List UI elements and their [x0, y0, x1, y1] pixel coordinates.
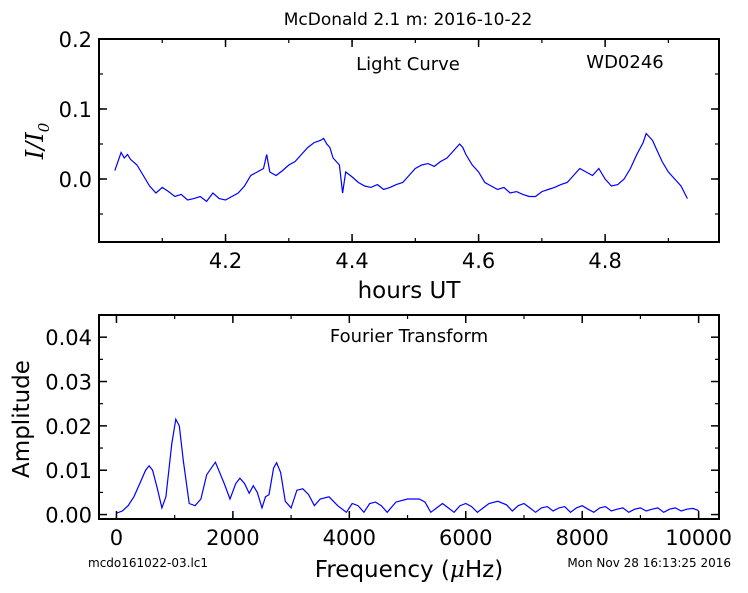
light-curve-xtick-label: 4.4 — [335, 249, 368, 273]
light-curve-ytick-label: 0.0 — [59, 168, 92, 192]
light-curve-xlabel: hours UT — [358, 278, 462, 304]
fourier-frame — [98, 314, 720, 520]
light-curve-ticks: 4.2 4.4 4.6 4.8 0.0 0.1 0.2 — [59, 28, 719, 273]
star-id-label: WD0246 — [586, 52, 663, 73]
fourier-xtick-label: 0 — [110, 526, 123, 550]
fourier-series-line — [116, 417, 699, 514]
ylabel-subscript: 0 — [35, 122, 53, 132]
light-curve-series-line — [114, 132, 688, 203]
fourier-ytick-label: 0.01 — [45, 459, 92, 483]
fourier-xtick-label: 4000 — [323, 526, 376, 550]
light-curve-frame — [98, 38, 720, 243]
fourier-ticks: 0 2000 4000 6000 8000 10000 0.00 0.01 0.02 0.03 0.… — [45, 315, 732, 550]
fourier-ytick-label: 0.00 — [45, 504, 92, 528]
fourier-ytick-label: 0.03 — [45, 371, 92, 395]
light-curve-ytick-label: 0.2 — [59, 28, 92, 52]
fourier-ytick-label: 0.02 — [45, 415, 92, 439]
xlabel-prefix: Frequency ( — [315, 557, 450, 583]
figure-title: McDonald 2.1 m: 2016-10-22 — [284, 10, 533, 30]
fourier-ytick-label: 0.04 — [45, 326, 92, 350]
fourier-xtick-label: 8000 — [555, 526, 608, 550]
light-curve-ytick-label: 0.1 — [59, 98, 92, 122]
xlabel-suffix: Hz) — [465, 557, 503, 583]
fourier-xlabel: Frequency (μHz) — [315, 557, 503, 583]
fourier-panel: 0 2000 4000 6000 8000 10000 0.00 0.01 0.02 0.03 0.… — [9, 314, 732, 583]
footer-timestamp: Mon Nov 28 16:13:25 2016 — [567, 556, 731, 570]
fourier-xtick-label: 6000 — [439, 526, 492, 550]
light-curve-panel: 4.2 4.4 4.6 4.8 0.0 0.1 0.2 Light Curve WD0246… — [21, 28, 720, 304]
light-curve-title: Light Curve — [356, 54, 460, 75]
light-curve-xtick-label: 4.8 — [588, 249, 621, 273]
xlabel-mu: μ — [450, 557, 465, 583]
light-curve-ylabel: I/I0 — [21, 122, 53, 160]
light-curve-xtick-label: 4.2 — [209, 249, 242, 273]
fourier-xtick-label: 10000 — [665, 526, 732, 550]
light-curve-xtick-label: 4.6 — [462, 249, 495, 273]
ylabel-main: I/I — [21, 132, 49, 161]
fourier-ylabel: Amplitude — [9, 360, 35, 478]
fourier-xtick-label: 2000 — [206, 526, 259, 550]
footer-filename: mcdo161022-03.lc1 — [88, 556, 208, 570]
fourier-title: Fourier Transform — [330, 326, 488, 347]
